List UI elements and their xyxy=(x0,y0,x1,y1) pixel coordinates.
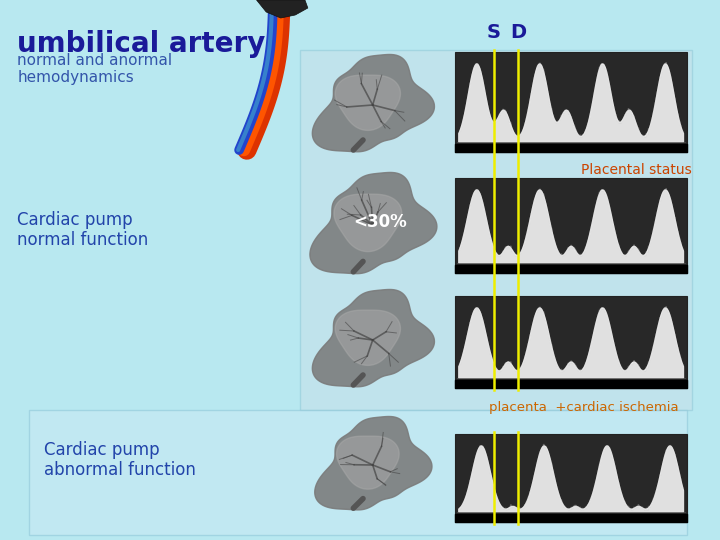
Polygon shape xyxy=(459,308,683,378)
Polygon shape xyxy=(336,75,400,130)
Polygon shape xyxy=(310,172,437,274)
Polygon shape xyxy=(459,307,683,378)
Polygon shape xyxy=(459,188,683,263)
Polygon shape xyxy=(459,446,683,512)
Bar xyxy=(455,52,688,152)
Polygon shape xyxy=(256,0,308,18)
Text: umbilical artery: umbilical artery xyxy=(17,30,266,58)
Text: D: D xyxy=(510,23,526,42)
Bar xyxy=(455,434,688,522)
Bar xyxy=(455,296,688,388)
Polygon shape xyxy=(459,190,683,263)
Polygon shape xyxy=(459,444,683,512)
Text: Cardiac pump
normal function: Cardiac pump normal function xyxy=(17,211,148,249)
Polygon shape xyxy=(334,194,402,252)
Bar xyxy=(455,178,688,273)
Polygon shape xyxy=(459,63,683,142)
Text: Cardiac pump
abnormal function: Cardiac pump abnormal function xyxy=(44,441,195,480)
Polygon shape xyxy=(315,416,432,510)
Polygon shape xyxy=(336,436,399,489)
Text: <30%: <30% xyxy=(354,213,407,231)
Polygon shape xyxy=(312,55,434,152)
Bar xyxy=(300,50,692,410)
Polygon shape xyxy=(336,310,400,366)
Polygon shape xyxy=(459,64,683,142)
Text: Placental status: Placental status xyxy=(582,163,692,177)
Text: placenta  +cardiac ischemia: placenta +cardiac ischemia xyxy=(489,401,678,414)
Text: normal and anormal
hemodynamics: normal and anormal hemodynamics xyxy=(17,53,173,85)
Text: S: S xyxy=(487,23,500,42)
Bar xyxy=(29,410,688,535)
Polygon shape xyxy=(312,289,434,387)
